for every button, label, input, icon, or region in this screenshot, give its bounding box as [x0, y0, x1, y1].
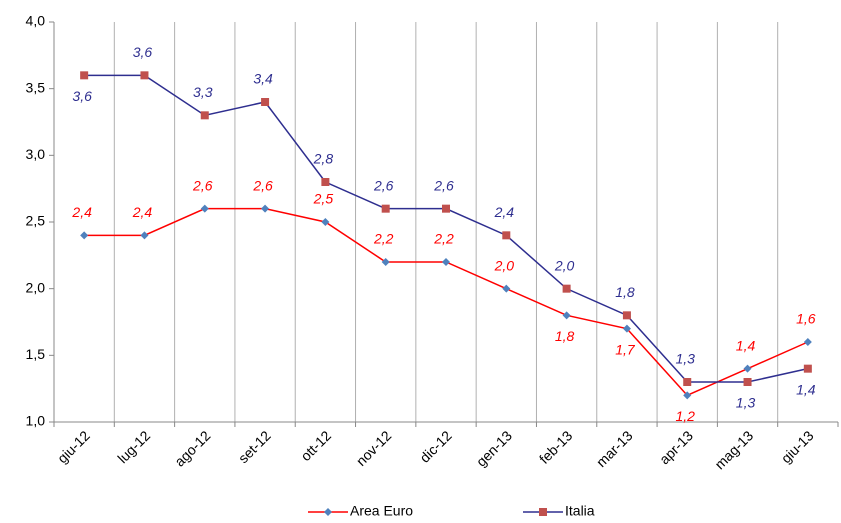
y-tick-label: 1,5 [26, 346, 46, 362]
marker [140, 71, 149, 80]
data-label: 2,6 [373, 177, 394, 193]
y-tick-label: 2,5 [26, 213, 46, 229]
x-tick-label: feb-13 [536, 427, 576, 467]
marker [381, 258, 390, 266]
x-tick-label: apr-13 [656, 427, 696, 467]
marker [622, 324, 631, 333]
marker [80, 71, 89, 80]
marker [140, 231, 149, 240]
x-tick-label: lug-12 [114, 427, 153, 466]
x-tick-label: mar-13 [593, 427, 636, 470]
y-tick-label: 1,0 [26, 413, 46, 429]
data-label: 2,0 [554, 257, 575, 273]
y-tick-label: 2,0 [26, 279, 46, 295]
data-label: 2,4 [71, 204, 92, 220]
data-label: 3,6 [133, 44, 153, 60]
data-label: 1,7 [615, 341, 636, 357]
data-label: 2,5 [313, 191, 334, 207]
x-tick-label: giu-13 [778, 427, 817, 466]
marker [743, 378, 752, 386]
marker [261, 98, 270, 106]
legend-label: Area Euro [350, 503, 413, 519]
data-label: 1,8 [615, 284, 635, 300]
data-label: 1,4 [736, 337, 756, 353]
legend-label: Italia [565, 503, 595, 519]
data-label: 2,4 [132, 204, 153, 220]
x-tick-label: giu-12 [54, 427, 93, 466]
data-label: 2,0 [494, 257, 515, 273]
x-tick-label: ago-12 [171, 427, 213, 469]
marker [683, 378, 692, 386]
marker [80, 231, 89, 240]
marker [261, 204, 270, 213]
data-label: 1,2 [675, 408, 695, 424]
marker [683, 391, 692, 400]
marker [562, 311, 571, 320]
data-label: 2,6 [433, 177, 454, 193]
x-tick-label: set-12 [235, 427, 274, 466]
data-label: 2,2 [433, 231, 454, 247]
data-label: 2,4 [494, 204, 515, 220]
marker [562, 284, 571, 293]
y-tick-label: 3,0 [26, 146, 46, 162]
marker [502, 231, 511, 240]
y-tick-label: 4,0 [26, 13, 46, 29]
marker [381, 204, 390, 213]
data-label: 1,3 [736, 395, 756, 411]
data-label: 2,6 [192, 177, 213, 193]
marker [743, 364, 752, 373]
data-label: 3,6 [72, 88, 92, 104]
x-tick-label: gen-13 [473, 427, 515, 469]
data-label: 1,6 [796, 311, 816, 327]
x-tick-label: nov-12 [353, 427, 395, 469]
marker [200, 204, 209, 213]
marker [622, 311, 631, 320]
x-tick-label: dic-12 [416, 427, 454, 465]
legend-marker [539, 508, 547, 516]
marker [442, 258, 450, 266]
data-label: 2,6 [252, 177, 273, 193]
series-line [84, 74, 809, 383]
data-label: 1,3 [675, 351, 695, 367]
data-label: 3,4 [253, 71, 273, 87]
data-label: 2,2 [373, 231, 394, 247]
marker [200, 111, 209, 120]
data-label: 1,4 [796, 381, 816, 397]
legend-marker [324, 508, 332, 516]
marker [321, 218, 330, 226]
data-label: 2,8 [313, 151, 334, 167]
x-tick-label: ott-12 [297, 427, 334, 464]
data-label: 1,8 [555, 328, 575, 344]
marker [803, 338, 812, 346]
marker [442, 204, 450, 213]
marker [321, 178, 330, 186]
data-label: 3,3 [193, 84, 213, 100]
x-tick-label: mag-13 [711, 427, 756, 472]
y-tick-label: 3,5 [26, 79, 46, 95]
marker [803, 364, 812, 373]
marker [502, 284, 511, 293]
